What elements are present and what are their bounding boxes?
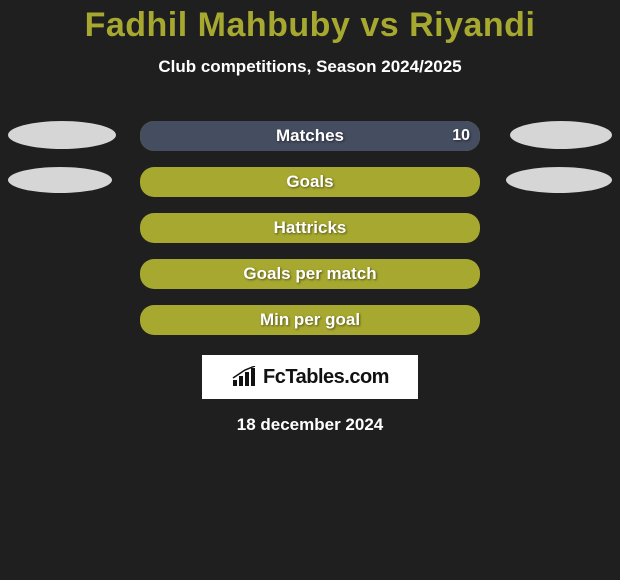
- page-root: Fadhil Mahbuby vs Riyandi Club competiti…: [0, 0, 620, 580]
- bar-wrap: Min per goal: [140, 305, 480, 335]
- chart-row-goals-per-match: Goals per match: [0, 251, 620, 297]
- bar-label: Goals per match: [140, 259, 480, 289]
- bar-label: Min per goal: [140, 305, 480, 335]
- bar-label: Matches: [140, 121, 480, 151]
- bar-label: Goals: [140, 167, 480, 197]
- comparison-chart: Matches 10 Goals Hattricks: [0, 113, 620, 343]
- bar-wrap: Hattricks: [140, 213, 480, 243]
- brand-text: FcTables.com: [263, 366, 389, 389]
- brand-box: FcTables.com: [202, 355, 418, 399]
- left-ellipse: [8, 167, 112, 193]
- page-title: Fadhil Mahbuby vs Riyandi: [0, 0, 620, 45]
- title-player2: Riyandi: [409, 6, 535, 44]
- bar-chart-icon: [231, 366, 257, 388]
- subtitle: Club competitions, Season 2024/2025: [0, 57, 620, 77]
- date-line: 18 december 2024: [0, 415, 620, 435]
- chart-row-min-per-goal: Min per goal: [0, 297, 620, 343]
- chart-row-goals: Goals: [0, 159, 620, 205]
- right-ellipse: [506, 167, 612, 193]
- bar-value: 10: [452, 121, 470, 151]
- bar-wrap: Matches 10: [140, 121, 480, 151]
- chart-row-hattricks: Hattricks: [0, 205, 620, 251]
- right-ellipse: [510, 121, 612, 149]
- left-ellipse: [8, 121, 116, 149]
- bar-wrap: Goals: [140, 167, 480, 197]
- title-vs: vs: [350, 6, 409, 44]
- bar-label: Hattricks: [140, 213, 480, 243]
- chart-row-matches: Matches 10: [0, 113, 620, 159]
- title-player1: Fadhil Mahbuby: [85, 6, 351, 44]
- bar-wrap: Goals per match: [140, 259, 480, 289]
